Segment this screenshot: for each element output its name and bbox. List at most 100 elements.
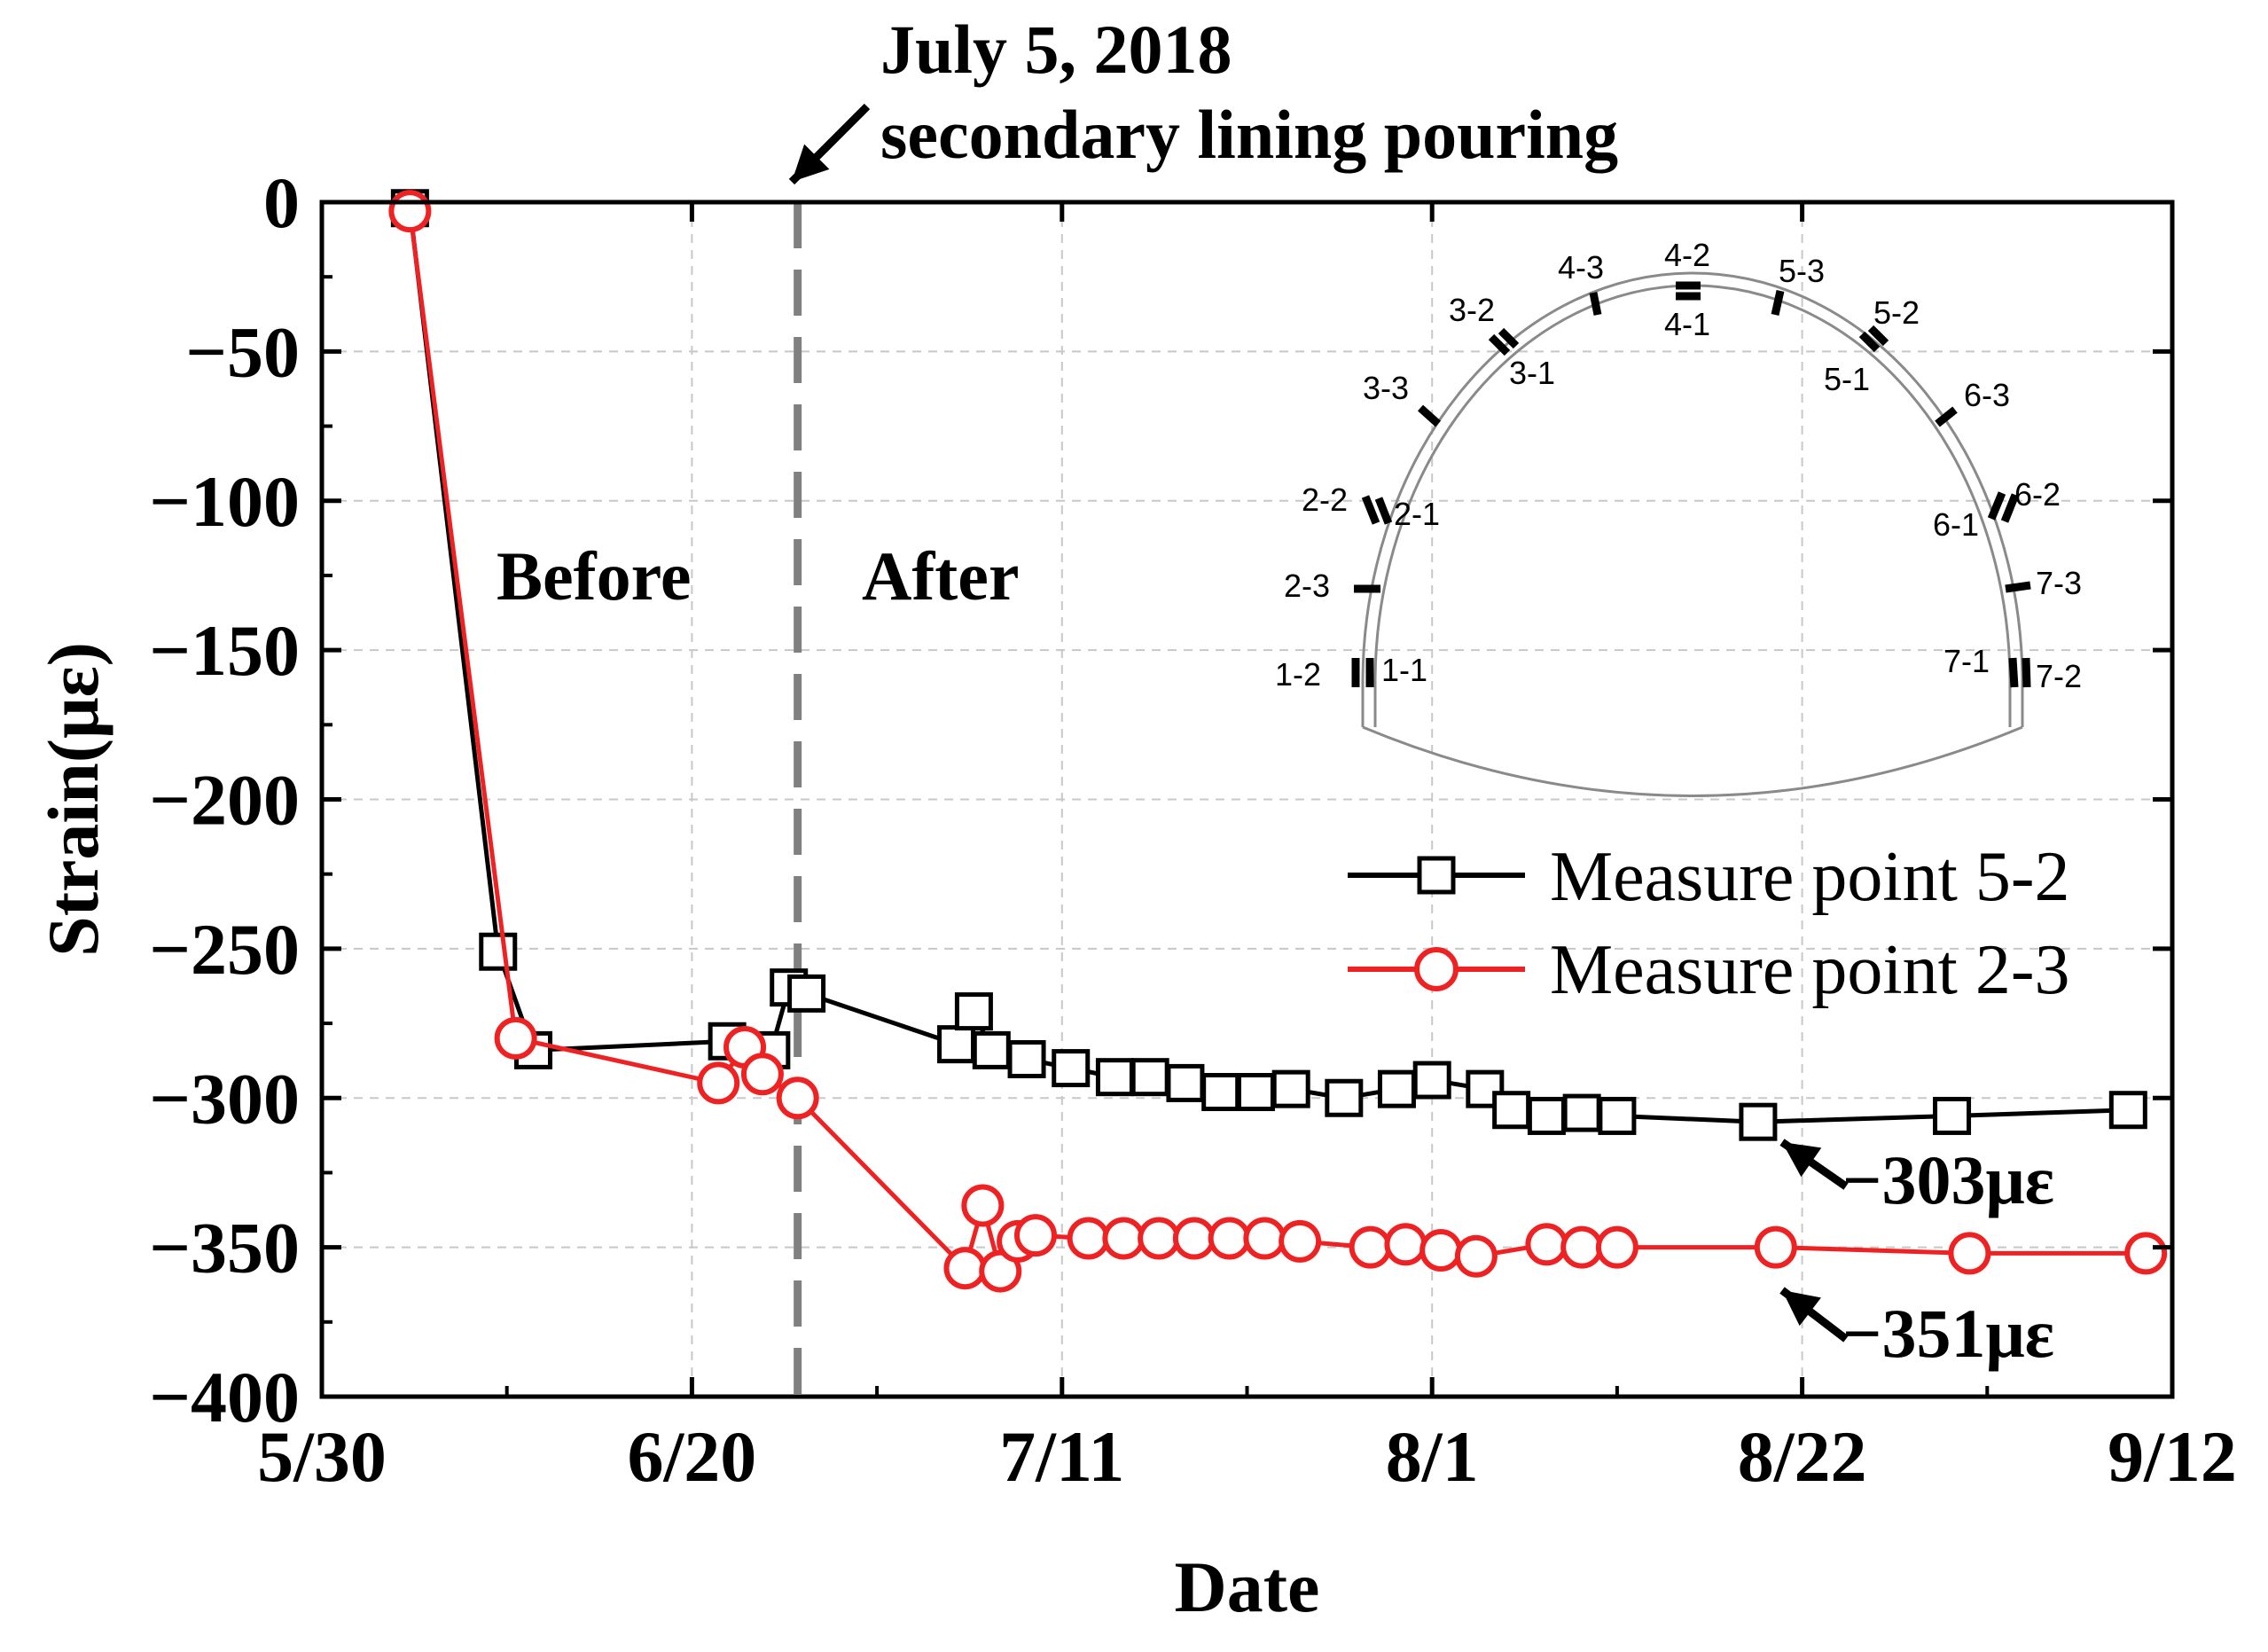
inset-label-2-3: 2-3 bbox=[1284, 568, 1330, 604]
invert-arch bbox=[1362, 725, 2023, 797]
series-5-2-point bbox=[1095, 1058, 1134, 1097]
x-tick-label: 8/1 bbox=[1386, 1416, 1479, 1497]
series-2-3-point bbox=[1560, 1225, 1604, 1269]
series-5-2-point bbox=[937, 1025, 976, 1064]
series-2-3-point bbox=[776, 1077, 819, 1120]
inset-label-6-1: 6-1 bbox=[1933, 506, 1979, 543]
tunnel-cross-section-inset: 1-1 1-2 2-1 2-2 2-3 3-1 3-2 3-3 4-1 4-2 4-3 5-15-2 5… bbox=[1275, 237, 2082, 797]
series-2-3-point bbox=[1208, 1217, 1251, 1260]
x-tick-label: 7/11 bbox=[999, 1416, 1124, 1497]
y-tick-label: −100 bbox=[149, 461, 300, 542]
inset-label-7-3: 7-3 bbox=[2036, 565, 2082, 601]
series-5-2-point bbox=[1166, 1063, 1205, 1102]
series-2-3-point bbox=[697, 1061, 740, 1105]
series-line-1 bbox=[407, 210, 2147, 1278]
series-2-3-point bbox=[1243, 1217, 1287, 1260]
y-tick-label: −300 bbox=[149, 1058, 300, 1139]
strain-gauge-mark bbox=[1858, 331, 1881, 353]
series-layer bbox=[388, 189, 2168, 1293]
strain-gauge-mark bbox=[1374, 497, 1393, 525]
y-tick-label: 0 bbox=[263, 162, 300, 243]
inset-label-3-2: 3-2 bbox=[1449, 292, 1495, 328]
series-2-3-point bbox=[1279, 1219, 1322, 1263]
x-tick-label: 8/22 bbox=[1738, 1416, 1867, 1497]
inset-label-2-1: 2-1 bbox=[1394, 496, 1440, 532]
event-date-label: July 5, 2018 bbox=[880, 11, 1232, 88]
inset-label-3-1: 3-1 bbox=[1509, 355, 1555, 391]
series-5-2-point bbox=[1933, 1096, 1972, 1135]
series-5-2-point bbox=[787, 974, 826, 1013]
inset-label-5-1: 5-1 bbox=[1824, 361, 1870, 397]
strain-gauge-mark bbox=[1488, 333, 1511, 356]
series-2-3-point bbox=[1102, 1217, 1146, 1260]
lining-inner bbox=[1373, 284, 2012, 727]
series-5-2-point bbox=[1412, 1061, 1451, 1100]
series-2-3-point bbox=[1172, 1217, 1216, 1260]
event-desc-label: secondary lining pouring bbox=[880, 96, 1618, 173]
inset-label-2-2: 2-2 bbox=[1302, 482, 1348, 518]
legend: Measure point 5-2 Measure point 2-3 bbox=[1348, 838, 2070, 1009]
inset-label-5-2: 5-2 bbox=[1873, 294, 1920, 331]
series-2-3-point bbox=[494, 1016, 537, 1060]
series-2-3-point bbox=[961, 1184, 1005, 1227]
series-5-2-point bbox=[972, 1030, 1011, 1069]
series-2-3-point bbox=[1067, 1217, 1110, 1260]
inset-label-5-3: 5-3 bbox=[1779, 253, 1825, 289]
inset-label-7-1: 7-1 bbox=[1943, 643, 1990, 679]
y-tick-label: −350 bbox=[149, 1208, 300, 1288]
after-label: After bbox=[862, 537, 1020, 615]
strain-gauge-mark bbox=[1935, 406, 1958, 427]
series-5-2-point bbox=[1236, 1073, 1275, 1112]
series-2-3-point bbox=[740, 1053, 784, 1096]
series-5-2-point bbox=[1007, 1039, 1046, 1078]
series-5-2-point bbox=[954, 992, 993, 1031]
strain-gauge-mark bbox=[1361, 495, 1380, 525]
series-5-2-point bbox=[1739, 1102, 1778, 1141]
strain-gauge-mark bbox=[2000, 493, 2020, 523]
lining-outer bbox=[1361, 271, 2024, 727]
series-5-2-point bbox=[1325, 1078, 1364, 1117]
y-axis-title: Strain(με) bbox=[33, 642, 113, 957]
legend-label-5-2: Measure point 5-2 bbox=[1550, 838, 2070, 916]
series-2-3-point bbox=[1525, 1223, 1568, 1266]
axes: 5/30 6/20 7/11 8/1 8/22 9/12 0 −50 −100 −150 −200 −… bbox=[33, 162, 2237, 1627]
strain-gauge-mark bbox=[1987, 491, 2006, 521]
series-5-2-point bbox=[1598, 1096, 1637, 1135]
series-2-3-point bbox=[1454, 1234, 1498, 1278]
series-2-3-point bbox=[943, 1247, 987, 1290]
inset-label-7-2: 7-2 bbox=[2036, 658, 2082, 694]
strain-gauge-mark bbox=[1867, 325, 1889, 347]
end-value-5-2-arrow-head bbox=[1782, 1142, 1822, 1178]
x-tick-label: 6/20 bbox=[628, 1416, 757, 1497]
legend-label-2-3: Measure point 2-3 bbox=[1550, 931, 2070, 1009]
legend-marker-5-2 bbox=[1417, 856, 1456, 895]
series-5-2-point bbox=[1201, 1073, 1240, 1112]
series-5-2-point bbox=[1562, 1093, 1601, 1132]
series-5-2-point bbox=[1527, 1096, 1566, 1135]
series-2-3-point bbox=[388, 190, 432, 233]
series-2-3-point bbox=[1013, 1214, 1057, 1257]
pouring-arrow-head bbox=[792, 144, 830, 182]
end-value-5-2-label: −303με bbox=[1842, 1141, 2054, 1218]
series-5-2-point bbox=[2108, 1091, 2147, 1130]
strain-gauge-mark bbox=[2008, 657, 2019, 688]
strain-gauge-mark bbox=[1589, 292, 1602, 316]
inset-label-1-2: 1-2 bbox=[1275, 656, 1321, 693]
x-tick-label: 9/12 bbox=[2108, 1416, 2237, 1497]
inset-label-1-1: 1-1 bbox=[1381, 652, 1427, 688]
strain-gauge-mark bbox=[1771, 290, 1785, 316]
annotations: July 5, 2018 secondary lining pouring Be… bbox=[497, 11, 2054, 1372]
inset-label-4-2: 4-2 bbox=[1664, 237, 1710, 273]
x-tick-label: 5/30 bbox=[257, 1416, 387, 1497]
legend-marker-2-3 bbox=[1414, 947, 1459, 991]
inset-label-3-3: 3-3 bbox=[1363, 370, 1409, 406]
series-5-2-point bbox=[1271, 1069, 1310, 1108]
strain-gauge-mark bbox=[1498, 327, 1520, 349]
y-tick-label: −400 bbox=[149, 1357, 300, 1437]
series-5-2-point bbox=[479, 932, 518, 971]
inset-label-6-2: 6-2 bbox=[2014, 476, 2061, 513]
x-axis-title: Date bbox=[1175, 1546, 1320, 1627]
inset-label-4-3: 4-3 bbox=[1558, 249, 1604, 286]
inset-label-6-3: 6-3 bbox=[1964, 377, 2010, 413]
series-2-3-point bbox=[1948, 1232, 1991, 1275]
